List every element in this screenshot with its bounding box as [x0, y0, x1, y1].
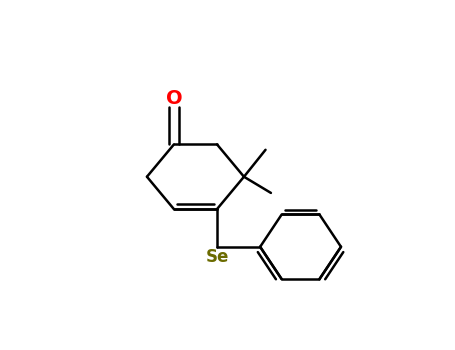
Text: O: O	[166, 89, 182, 107]
Text: Se: Se	[205, 248, 229, 266]
